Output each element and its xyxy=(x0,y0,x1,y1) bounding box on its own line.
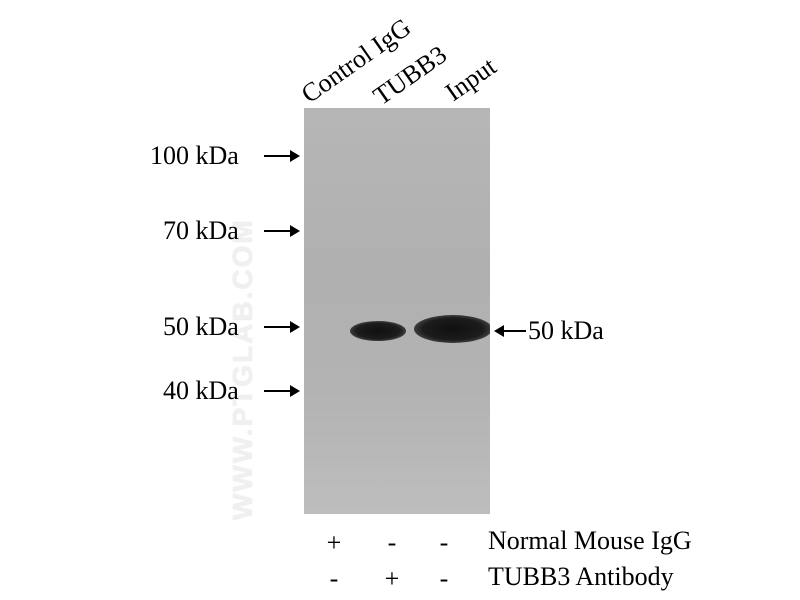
sign-tubb3-ab-lane2: + xyxy=(384,564,400,593)
band-size-label: 50 kDa xyxy=(528,316,604,345)
band-arrow-icon xyxy=(494,325,526,337)
condition-label-tubb3-ab: TUBB3 Antibody xyxy=(488,562,674,591)
sign-tubb3-ab-lane3: - xyxy=(439,564,449,593)
sign-tubb3-ab-lane1: - xyxy=(329,564,339,593)
marker-70kda-arrow-icon xyxy=(264,225,300,237)
marker-40kda-arrow-icon xyxy=(264,385,300,397)
band-tubb3-ip xyxy=(350,321,406,341)
marker-50kda-label: 50 kDa xyxy=(163,312,239,341)
marker-50kda-arrow-icon xyxy=(264,321,300,333)
sign-normal-igg-lane1: + xyxy=(326,528,342,557)
blot-membrane xyxy=(304,108,490,514)
marker-100kda-arrow-icon xyxy=(264,150,300,162)
marker-70kda-label: 70 kDa xyxy=(163,216,239,245)
sign-normal-igg-lane2: - xyxy=(387,528,397,557)
marker-40kda-label: 40 kDa xyxy=(163,376,239,405)
band-input xyxy=(414,315,490,343)
sign-normal-igg-lane3: - xyxy=(439,528,449,557)
marker-100kda-label: 100 kDa xyxy=(150,141,239,170)
condition-label-normal-igg: Normal Mouse IgG xyxy=(488,526,692,555)
